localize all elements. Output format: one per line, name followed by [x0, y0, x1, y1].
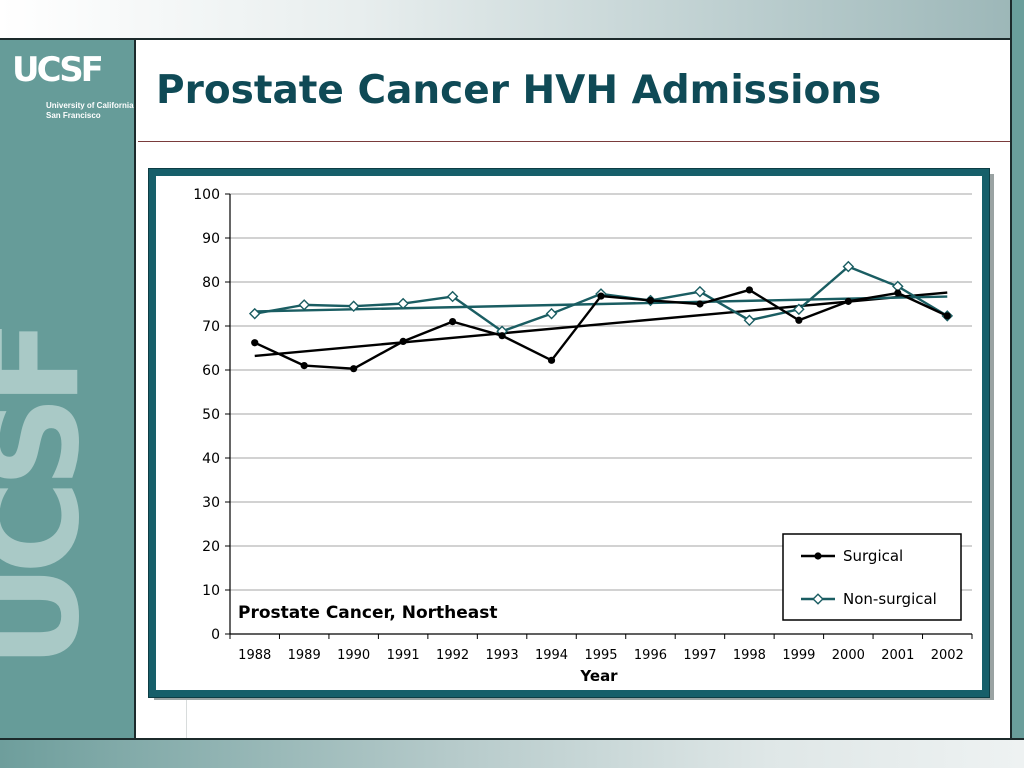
x-tick-label-2001: 2001	[881, 648, 914, 663]
data-series	[248, 260, 954, 373]
x-tick-label-1990: 1990	[337, 648, 370, 663]
ucsf-logo: UCSF	[12, 50, 104, 90]
marker-surgical-1990	[350, 365, 358, 373]
marker-surgical-1999	[795, 316, 803, 324]
marker-surgical-1998	[745, 286, 754, 294]
x-tick-label-1997: 1997	[683, 648, 716, 663]
marker-non-surgical-1990	[347, 300, 360, 312]
legend-marker-non-surgical	[812, 593, 824, 605]
marker-non-surgical-1999	[793, 303, 805, 316]
y-tick-label-70: 70	[202, 319, 220, 335]
marker-non-surgical-1992	[446, 290, 459, 303]
x-tick-label-1996: 1996	[634, 648, 667, 663]
marker-non-surgical-1988	[248, 307, 261, 320]
tick-labels: 0 10 20 30 40 50 60 70 80 90 100 1988 1989 1990 1991 19…	[193, 187, 964, 663]
marker-surgical-2000	[844, 297, 852, 305]
marker-surgical-2001	[894, 289, 902, 297]
trend-lines	[254, 291, 948, 358]
legend-label-non-surgical: Non-surgical	[843, 590, 937, 608]
marker-non-surgical-2000	[842, 260, 855, 273]
x-tick-label-1993: 1993	[486, 648, 519, 663]
bottom-banner	[0, 738, 1024, 768]
marker-non-surgical-1998	[743, 314, 756, 327]
line-chart: 0 10 20 30 40 50 60 70 80 90 100 1988 1989 1990 1991 19…	[193, 187, 973, 685]
sidebar-panel: UCSF University of California San Franci…	[0, 40, 136, 738]
x-tick-label-1999: 1999	[782, 648, 815, 663]
chart-frame: 0 10 20 30 40 50 60 70 80 90 100 1988 1989 1990 1991 19…	[148, 168, 990, 698]
marker-surgical-2002	[943, 312, 951, 320]
right-accent-strip	[1010, 0, 1024, 738]
marker-surgical-1995	[597, 292, 605, 300]
marker-non-surgical-1991	[397, 297, 409, 310]
marker-surgical-1993	[498, 332, 506, 340]
y-tick-label-100: 100	[193, 187, 220, 203]
legend-box	[782, 533, 962, 621]
chart-annotation: Prostate Cancer, Northeast	[238, 603, 498, 623]
x-tick-label-1991: 1991	[387, 648, 420, 663]
ucsf-watermark: UCSF	[0, 328, 108, 668]
marker-surgical-1992	[449, 318, 457, 326]
x-tick-label-1989: 1989	[288, 648, 321, 663]
x-axis-label: Year	[579, 667, 618, 685]
legend-marker-surgical	[814, 552, 822, 560]
marker-surgical-1997	[696, 300, 704, 308]
chart-legend: Surgical Non-surgical	[782, 533, 962, 621]
ucsf-logo-subtitle: University of California San Francisco	[46, 101, 134, 121]
x-tick-label-2002: 2002	[931, 648, 964, 663]
marker-surgical-1994	[547, 356, 556, 364]
x-tick-label-1995: 1995	[584, 648, 617, 663]
logo-line-2: San Francisco	[46, 111, 101, 120]
grid-lines	[230, 193, 972, 591]
y-tick-label-0: 0	[211, 627, 220, 643]
marker-surgical-1989	[300, 362, 308, 370]
y-tick-label-80: 80	[202, 275, 220, 291]
marker-surgical-1988	[251, 339, 259, 347]
y-tick-label-20: 20	[202, 539, 220, 555]
x-tick-label-1994: 1994	[535, 648, 568, 663]
chart-panel: 0 10 20 30 40 50 60 70 80 90 100 1988 1989 1990 1991 19…	[156, 176, 982, 690]
logo-line-1: University of California	[46, 101, 134, 110]
y-tick-label-50: 50	[202, 407, 220, 423]
title-divider	[138, 141, 1010, 142]
trend-line-surgical	[254, 291, 948, 358]
marker-non-surgical-1989	[298, 299, 310, 311]
y-tick-label-10: 10	[202, 583, 220, 599]
top-banner	[0, 0, 1024, 40]
x-tick-label-1988: 1988	[238, 648, 271, 663]
axes	[225, 193, 973, 639]
y-tick-label-30: 30	[202, 495, 220, 511]
marker-non-surgical-1997	[694, 285, 706, 298]
legend-label-surgical: Surgical	[843, 547, 903, 565]
trend-line-non-surgical	[254, 295, 948, 313]
x-tick-label-1992: 1992	[436, 648, 469, 663]
x-tick-label-2000: 2000	[832, 648, 865, 663]
marker-surgical-1991	[399, 337, 407, 345]
x-tick-label-1998: 1998	[733, 648, 766, 663]
y-tick-label-60: 60	[202, 363, 220, 379]
marker-surgical-1996	[646, 296, 655, 305]
y-tick-label-40: 40	[202, 451, 220, 467]
y-tick-label-90: 90	[202, 231, 220, 247]
faint-guide-line	[186, 700, 187, 738]
slide-title: Prostate Cancer HVH Admissions	[156, 68, 882, 113]
marker-non-surgical-1994	[545, 307, 558, 320]
